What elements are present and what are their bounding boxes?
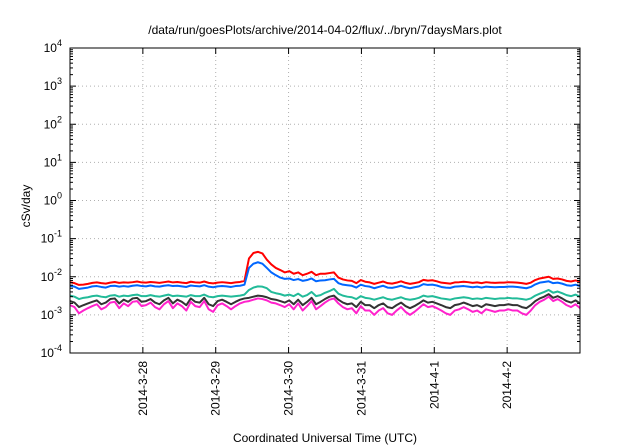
y-tick-label: 102 bbox=[44, 114, 62, 131]
chart-title: /data/run/goesPlots/archive/2014-04-02/f… bbox=[148, 23, 502, 37]
y-tick-label: 10-3 bbox=[41, 305, 62, 322]
series-line-3 bbox=[69, 285, 581, 301]
x-axis-label: Coordinated Universal Time (UTC) bbox=[233, 431, 417, 445]
x-axis-tick-labels: 2014-3-28 2014-3-29 2014-3-30 2014-3-31 2014… bbox=[136, 361, 514, 416]
y-tick-label: 101 bbox=[44, 152, 62, 169]
x-tick-label: 2014-3-30 bbox=[282, 361, 296, 416]
series-line-1 bbox=[69, 250, 581, 286]
series-line-2 bbox=[69, 261, 581, 290]
series-line-5 bbox=[69, 295, 581, 316]
grid bbox=[70, 48, 580, 353]
y-tick-label: 100 bbox=[44, 191, 62, 208]
y-tick-label: 103 bbox=[44, 76, 62, 93]
x-tick-label: 2014-4-2 bbox=[500, 361, 514, 409]
y-axis-label: cSv/day bbox=[19, 185, 33, 228]
y-axis-tick-labels: 10-4 10-3 10-2 10-1 100 101 102 103 104 bbox=[41, 38, 62, 360]
series-lines bbox=[69, 250, 581, 316]
series-line-4 bbox=[69, 293, 581, 310]
axis-ticks bbox=[70, 47, 580, 354]
y-tick-label: 10-4 bbox=[41, 343, 62, 360]
y-tick-label: 10-2 bbox=[41, 267, 62, 284]
y-tick-label: 10-1 bbox=[41, 229, 62, 246]
x-tick-label: 2014-4-1 bbox=[427, 361, 441, 409]
x-tick-label: 2014-3-29 bbox=[209, 361, 223, 416]
x-tick-label: 2014-3-28 bbox=[136, 361, 150, 416]
x-tick-label: 2014-3-31 bbox=[354, 361, 368, 416]
y-tick-label: 104 bbox=[44, 38, 62, 55]
